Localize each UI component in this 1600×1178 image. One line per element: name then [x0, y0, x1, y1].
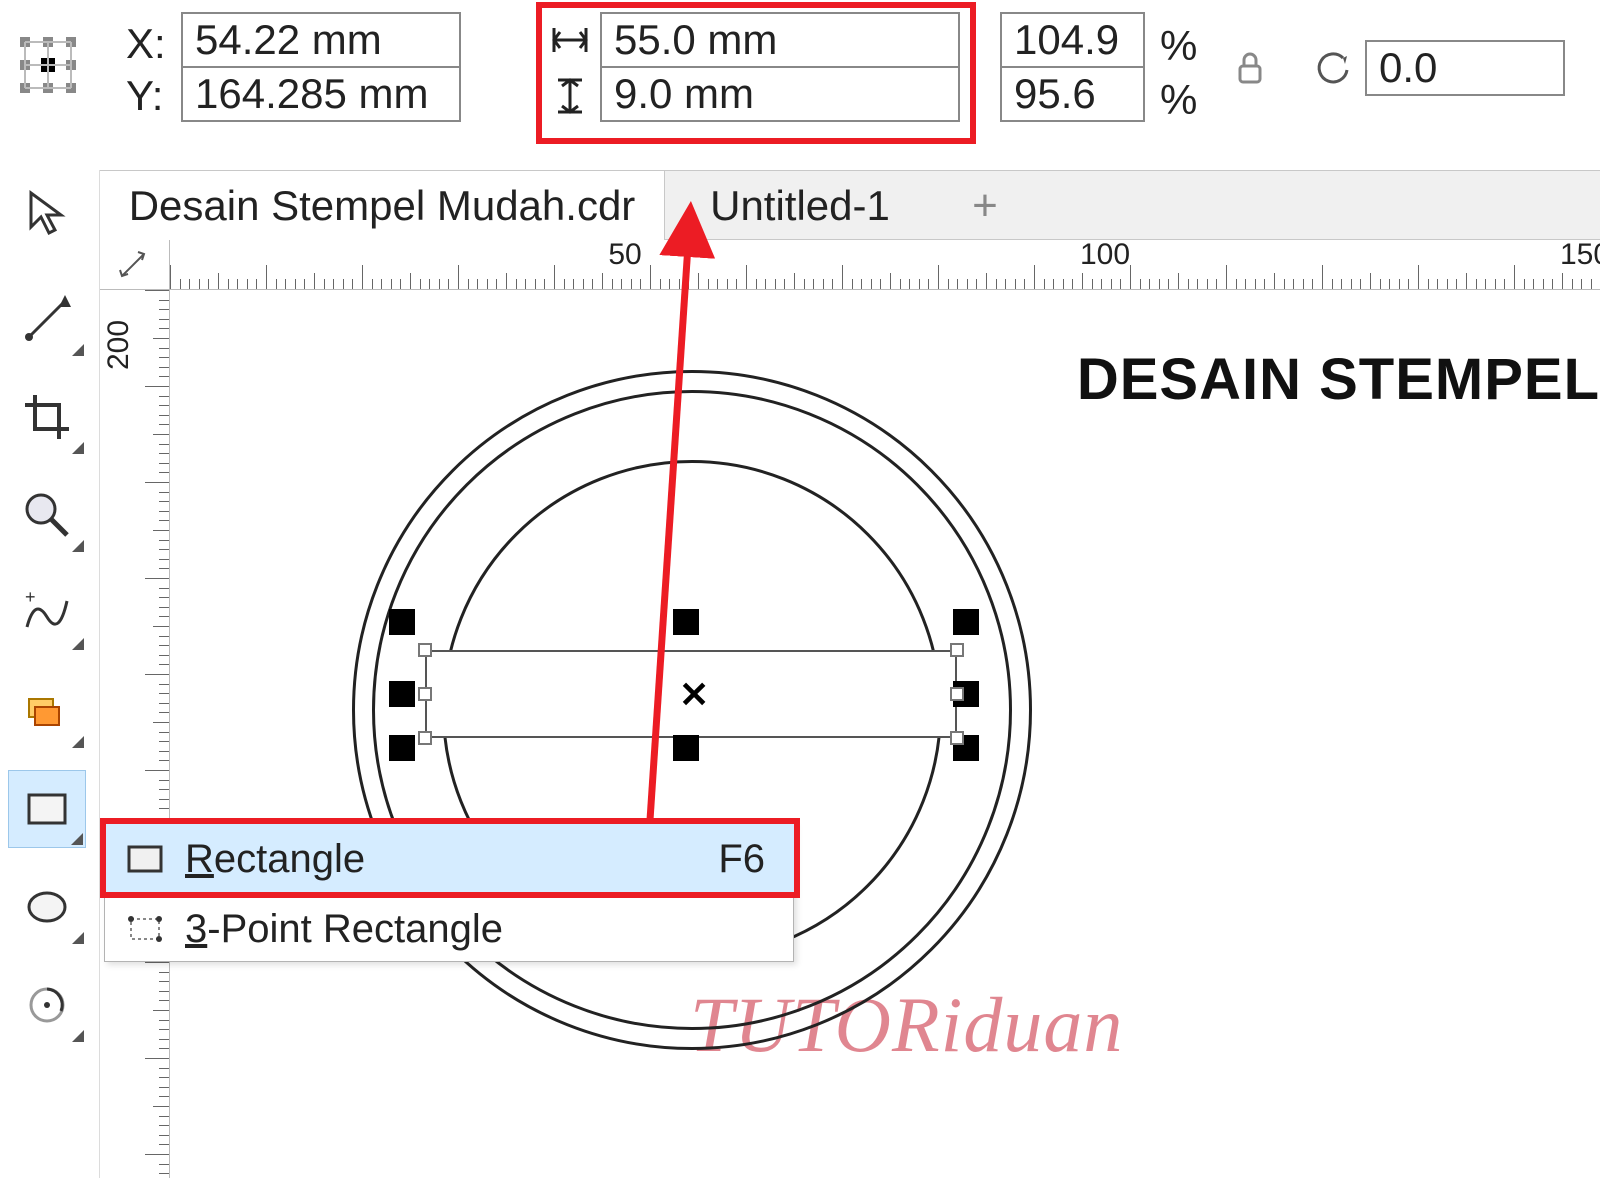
artistic-media-tool[interactable] — [8, 672, 86, 750]
canvas-area[interactable]: DESAIN STEMPEL TUTORiduan ✕ — [170, 290, 1600, 1178]
selection-handle[interactable] — [673, 609, 699, 635]
vruler-label: 200 — [102, 320, 136, 370]
rectangle-icon — [105, 837, 185, 881]
tab-untitled[interactable]: Untitled-1 — [665, 171, 935, 241]
y-label: Y: — [126, 72, 163, 120]
svg-text:+: + — [25, 587, 36, 607]
selection-center-icon[interactable]: ✕ — [679, 674, 709, 716]
node-handle[interactable] — [950, 731, 964, 745]
rectangle-flyout-menu: Rectangle F6 3-Point Rectangle — [104, 822, 794, 962]
scale-y-input[interactable]: 95.6 — [1000, 66, 1145, 122]
lock-ratio-icon[interactable] — [1230, 48, 1270, 88]
node-handle[interactable] — [418, 643, 432, 657]
selection-handle[interactable] — [389, 681, 415, 707]
polygon-tool[interactable] — [8, 966, 86, 1044]
y-position-input[interactable]: 164.285 mm — [181, 66, 461, 122]
flyout-shortcut-f6: F6 — [675, 837, 795, 882]
rotation-input[interactable]: 0.0 — [1365, 40, 1565, 96]
flyout-label-rectangle: Rectangle — [185, 837, 675, 882]
node-handle[interactable] — [950, 687, 964, 701]
x-position-input[interactable]: 54.22 mm — [181, 12, 461, 68]
toolbox: + — [0, 170, 100, 1178]
selection-handle[interactable] — [673, 735, 699, 761]
horizontal-ruler[interactable]: 50 100 150 — [170, 240, 1600, 290]
hruler-label: 50 — [608, 238, 641, 272]
node-handle[interactable] — [950, 643, 964, 657]
flyout-label-3point: 3-Point Rectangle — [185, 907, 675, 952]
tab-active[interactable]: Desain Stempel Mudah.cdr — [100, 171, 665, 241]
rotation-icon — [1313, 48, 1353, 88]
selection-handle[interactable] — [953, 609, 979, 635]
selection-handle[interactable] — [389, 609, 415, 635]
flyout-item-rectangle[interactable]: Rectangle F6 — [105, 823, 795, 895]
pick-tool[interactable] — [8, 174, 86, 252]
three-point-rectangle-icon — [105, 907, 185, 951]
zoom-tool[interactable] — [8, 476, 86, 554]
node-handle[interactable] — [418, 731, 432, 745]
flyout-item-3point-rectangle[interactable]: 3-Point Rectangle — [105, 893, 795, 965]
page-title: DESAIN STEMPEL — [1077, 346, 1600, 413]
selection-handle[interactable] — [389, 735, 415, 761]
property-bar: X: Y: 54.22 mm 164.285 mm 55.0 mm 9.0 mm… — [0, 0, 1600, 165]
tab-add-button[interactable]: + — [950, 171, 1020, 241]
crop-tool[interactable] — [8, 378, 86, 456]
percent-label-2: % — [1160, 76, 1197, 124]
object-origin-icon[interactable] — [18, 35, 78, 95]
percent-label-1: % — [1160, 22, 1197, 70]
ruler-corner[interactable] — [100, 240, 170, 290]
scale-x-input[interactable]: 104.9 — [1000, 12, 1145, 68]
freehand-tool[interactable]: + — [8, 574, 86, 652]
document-tabbar: Desain Stempel Mudah.cdr Untitled-1 + — [100, 170, 1600, 240]
hruler-label: 150 — [1560, 238, 1600, 272]
x-label: X: — [126, 20, 166, 68]
ellipse-tool[interactable] — [8, 868, 86, 946]
rectangle-tool[interactable] — [8, 770, 86, 848]
shape-tool[interactable] — [8, 280, 86, 358]
hruler-label: 100 — [1080, 238, 1130, 272]
node-handle[interactable] — [418, 687, 432, 701]
vertical-ruler[interactable]: 200 — [100, 290, 170, 1178]
annotation-size-highlight — [536, 2, 976, 144]
